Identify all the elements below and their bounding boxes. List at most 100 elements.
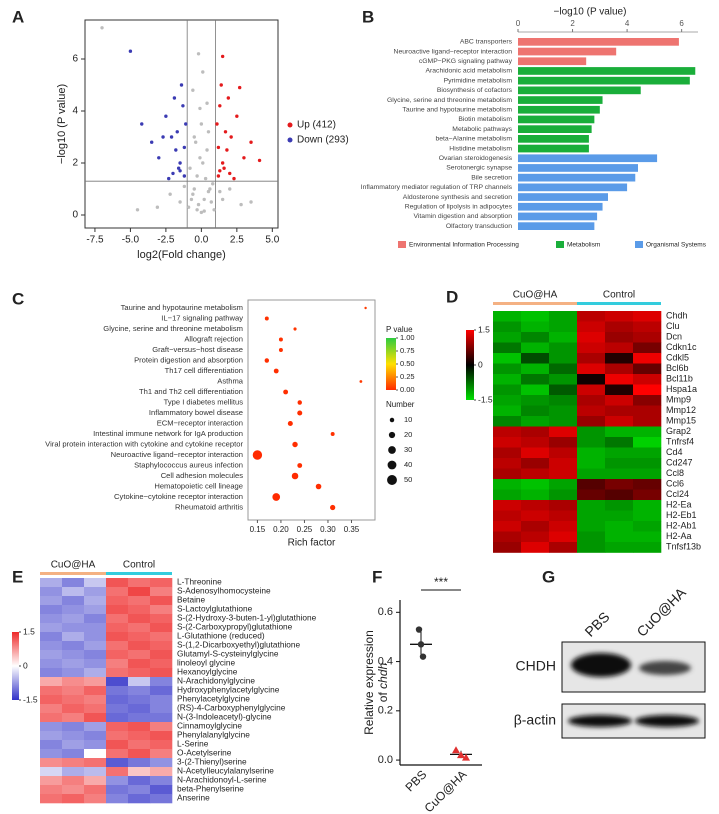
point	[452, 746, 460, 754]
point	[174, 148, 178, 152]
y-tick-label: 0.2	[378, 705, 393, 717]
panel-letter: E	[12, 567, 23, 586]
point	[206, 189, 211, 194]
heat-cell	[106, 731, 129, 741]
bubble	[287, 420, 293, 427]
y-axis-label: of chdh	[376, 662, 390, 702]
heat-cell	[40, 722, 63, 732]
heat-cell	[84, 596, 107, 606]
size-legend-title: Number	[386, 400, 415, 409]
bubble	[330, 432, 335, 436]
row-label: Ccl8	[666, 468, 684, 478]
y-axis-label: Relative expression	[362, 630, 376, 735]
legend-swatch	[398, 241, 406, 248]
heat-cell	[40, 659, 63, 669]
heat-cell	[128, 749, 151, 759]
heat-cell	[549, 395, 578, 406]
category-label: Inflammatory mediator regulation of TRP …	[361, 184, 513, 191]
heat-cell	[106, 686, 129, 696]
bubble	[297, 410, 303, 416]
row-label: Bcl6b	[666, 363, 689, 373]
category-label: Taurine and hypotaurine metabolism	[121, 303, 243, 312]
bubble	[297, 400, 302, 405]
heat-cell	[493, 479, 522, 490]
heat-cell	[40, 749, 63, 759]
heat-cell	[633, 332, 662, 343]
point	[228, 187, 232, 191]
heat-cell	[128, 605, 151, 615]
category-label: IL−17 signaling pathway	[161, 314, 243, 323]
row-label: Tnfrsf4	[666, 437, 694, 447]
heat-cell	[521, 332, 550, 343]
row-label: S-Lactoylglutathione	[177, 604, 253, 614]
heat-cell	[150, 722, 173, 732]
group-label: CuO@HA	[51, 560, 96, 571]
heat-cell	[577, 353, 606, 364]
heat-cell	[577, 395, 606, 406]
heat-cell	[106, 587, 129, 597]
heat-cell	[633, 342, 662, 354]
legend-label: Organismal Systems	[646, 242, 707, 249]
y-tick-label: 0.0	[378, 754, 393, 766]
heat-cell	[577, 489, 606, 501]
heat-cell	[493, 332, 522, 343]
row-label: N-(3-Indoleacetyl)-glycine	[177, 712, 272, 722]
heat-cell	[577, 384, 606, 396]
y-tick-label: 6	[72, 54, 78, 65]
point	[135, 208, 140, 212]
category-label: Allograft rejection	[184, 335, 243, 344]
bubble	[278, 337, 283, 342]
heat-cell	[549, 353, 578, 364]
x-tick-label: 6	[679, 19, 684, 28]
heat-cell	[521, 426, 550, 438]
lane-label: CuO@HA	[633, 584, 689, 640]
heat-cell	[106, 596, 129, 606]
legend-label: Environmental Information Processing	[409, 242, 519, 249]
significance-label: ***	[434, 575, 448, 589]
bar	[518, 144, 589, 153]
heat-cell	[493, 374, 522, 385]
heat-cell	[549, 405, 578, 417]
heat-cell	[84, 641, 107, 651]
heat-cell	[633, 437, 662, 448]
legend-swatch	[287, 122, 293, 128]
heat-cell	[633, 458, 662, 469]
heat-cell	[84, 767, 107, 777]
heat-cell	[128, 641, 151, 651]
point	[193, 140, 198, 144]
point	[417, 641, 425, 648]
heat-cell	[150, 686, 173, 696]
size-key-label: 30	[404, 445, 412, 454]
category-label: Biosynthesis of cofactors	[437, 87, 513, 94]
heat-cell	[549, 374, 578, 385]
panel-letter: B	[362, 7, 374, 26]
heat-cell	[84, 659, 107, 669]
heat-cell	[493, 353, 522, 364]
heat-cell	[521, 395, 550, 406]
category-label: Serotonergic synapse	[446, 165, 512, 172]
point	[419, 653, 427, 660]
heat-cell	[40, 731, 63, 741]
heat-cell	[62, 677, 85, 687]
heat-cell	[40, 776, 63, 786]
point	[211, 182, 215, 186]
heat-cell	[62, 776, 85, 786]
heat-cell	[84, 578, 107, 588]
color-tick-label: 1.00	[400, 333, 415, 342]
heat-cell	[40, 740, 63, 750]
heat-cell	[40, 605, 63, 615]
heat-cell	[84, 749, 107, 759]
point	[192, 187, 196, 191]
row-label: H2-Ea	[666, 500, 692, 510]
point	[175, 130, 179, 134]
heat-cell	[84, 740, 107, 750]
heat-cell	[40, 614, 63, 624]
heat-cell	[84, 713, 107, 723]
heat-cell	[106, 605, 129, 615]
heat-cell	[633, 363, 662, 375]
heat-cell	[40, 641, 63, 651]
heat-cell	[521, 384, 550, 396]
band	[639, 661, 691, 675]
bubble	[330, 504, 336, 511]
heat-cell	[106, 695, 129, 705]
